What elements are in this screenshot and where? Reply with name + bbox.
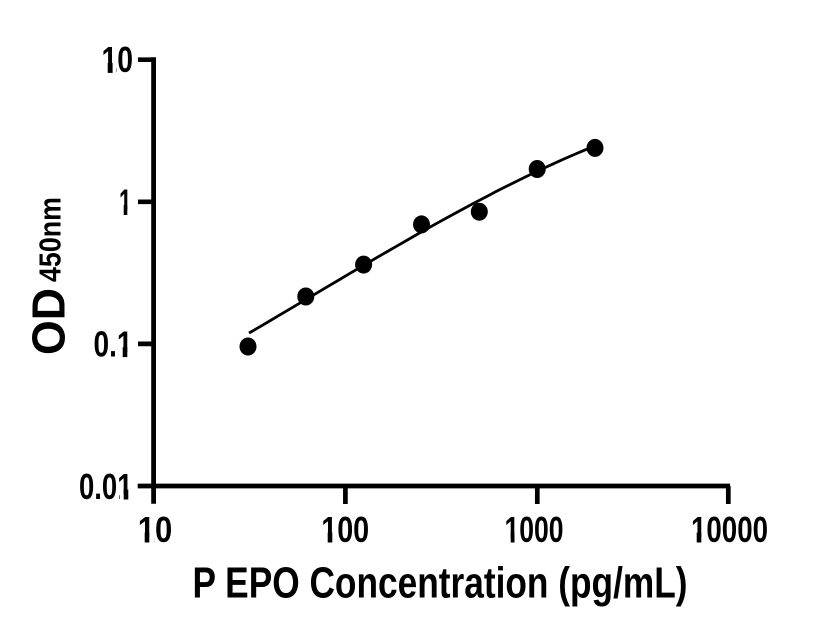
svg-text:P EPO Concentration (pg/mL): P EPO Concentration (pg/mL)	[193, 559, 688, 608]
svg-text:OD450nm: OD450nm	[22, 197, 74, 355]
